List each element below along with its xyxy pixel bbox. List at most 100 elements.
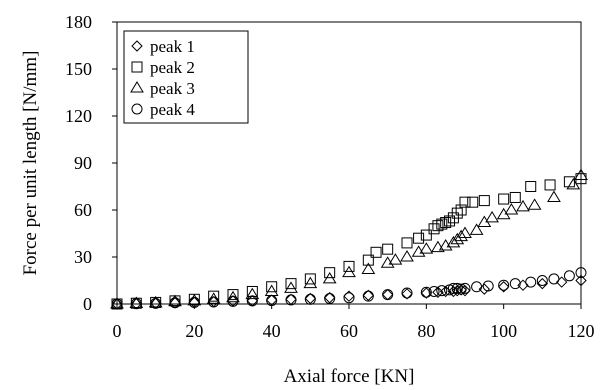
data-point <box>566 177 581 190</box>
data-point <box>504 203 519 215</box>
data-point <box>266 281 278 293</box>
data-point <box>575 267 587 279</box>
data-point <box>478 283 491 295</box>
data-point <box>575 274 587 287</box>
data-point <box>444 215 456 227</box>
data-point <box>264 284 279 296</box>
legend-label: peak 3 <box>150 79 195 98</box>
y-tick-label: 150 <box>65 59 92 79</box>
data-point <box>525 276 537 288</box>
data-point <box>563 176 575 188</box>
data-point <box>420 287 433 299</box>
data-point <box>343 260 355 272</box>
x-tick-label: 40 <box>263 321 281 341</box>
data-point <box>467 196 479 208</box>
y-tick-label: 90 <box>74 153 92 173</box>
data-point <box>497 281 510 293</box>
y-axis-title: Force per unit length [N/mm] <box>20 51 41 276</box>
data-point <box>304 273 316 285</box>
data-point <box>419 242 434 254</box>
data-point <box>388 253 403 265</box>
data-point <box>246 295 258 307</box>
data-point <box>285 293 297 306</box>
data-point <box>245 287 260 300</box>
data-point <box>536 275 548 286</box>
x-axis-title: Axial force [KN] <box>284 366 415 387</box>
data-point <box>401 288 413 300</box>
data-point <box>436 285 448 297</box>
data-point <box>574 168 588 181</box>
data-point <box>527 198 542 210</box>
data-point <box>111 298 123 310</box>
data-point <box>303 276 318 289</box>
data-point <box>459 196 471 208</box>
data-point <box>361 262 376 275</box>
data-point <box>130 298 142 310</box>
data-point <box>148 295 163 308</box>
data-point <box>342 265 356 278</box>
series-4 <box>111 267 587 310</box>
data-point <box>451 284 463 297</box>
data-point <box>454 229 469 242</box>
data-point <box>482 280 494 292</box>
data-point <box>478 195 490 207</box>
data-point <box>469 223 484 235</box>
legend-marker <box>131 40 143 52</box>
x-tick-label: 0 <box>113 321 122 341</box>
data-point <box>324 267 336 279</box>
data-point <box>411 245 426 257</box>
data-point <box>458 226 472 238</box>
data-point <box>370 246 382 258</box>
data-point <box>432 220 444 232</box>
data-point <box>455 204 467 216</box>
legend: peak 1 peak 2 peak 3 peak 4 <box>123 30 249 124</box>
data-point <box>362 254 374 266</box>
data-point <box>451 282 463 294</box>
data-point <box>188 296 200 308</box>
data-point <box>436 218 448 230</box>
data-point <box>485 210 499 223</box>
x-tick-label: 60 <box>340 321 358 341</box>
legend-marker <box>131 103 143 115</box>
data-point <box>227 289 239 301</box>
data-point <box>343 292 355 304</box>
data-marks <box>110 168 588 310</box>
data-point <box>187 293 202 306</box>
legend-marker <box>130 81 144 93</box>
series-3 <box>110 168 588 309</box>
data-point <box>400 250 414 262</box>
data-point <box>227 295 239 307</box>
data-point <box>455 284 467 296</box>
data-point <box>324 293 336 305</box>
data-point <box>471 281 483 293</box>
data-point <box>382 243 394 255</box>
data-point <box>246 285 258 297</box>
data-point <box>516 199 530 212</box>
data-point <box>285 278 297 290</box>
data-point <box>563 270 575 282</box>
data-point <box>266 295 278 307</box>
data-point <box>536 277 549 290</box>
data-point <box>380 256 395 268</box>
data-point <box>284 281 298 293</box>
x-tick-label: 80 <box>417 321 435 341</box>
data-point <box>362 289 375 302</box>
data-point <box>431 240 445 253</box>
data-point <box>150 297 162 309</box>
data-point <box>547 190 561 202</box>
data-point <box>304 293 316 305</box>
data-point <box>509 278 521 290</box>
data-point <box>322 271 337 284</box>
data-point <box>208 296 220 308</box>
data-point <box>110 297 124 309</box>
data-point <box>548 273 560 285</box>
data-point <box>208 290 220 302</box>
data-point <box>455 283 467 295</box>
data-point <box>420 286 432 298</box>
data-point <box>498 279 510 291</box>
data-point <box>168 294 182 307</box>
data-point <box>447 282 459 294</box>
x-tick-label: 100 <box>490 321 517 341</box>
y-tick-label: 180 <box>65 12 92 32</box>
